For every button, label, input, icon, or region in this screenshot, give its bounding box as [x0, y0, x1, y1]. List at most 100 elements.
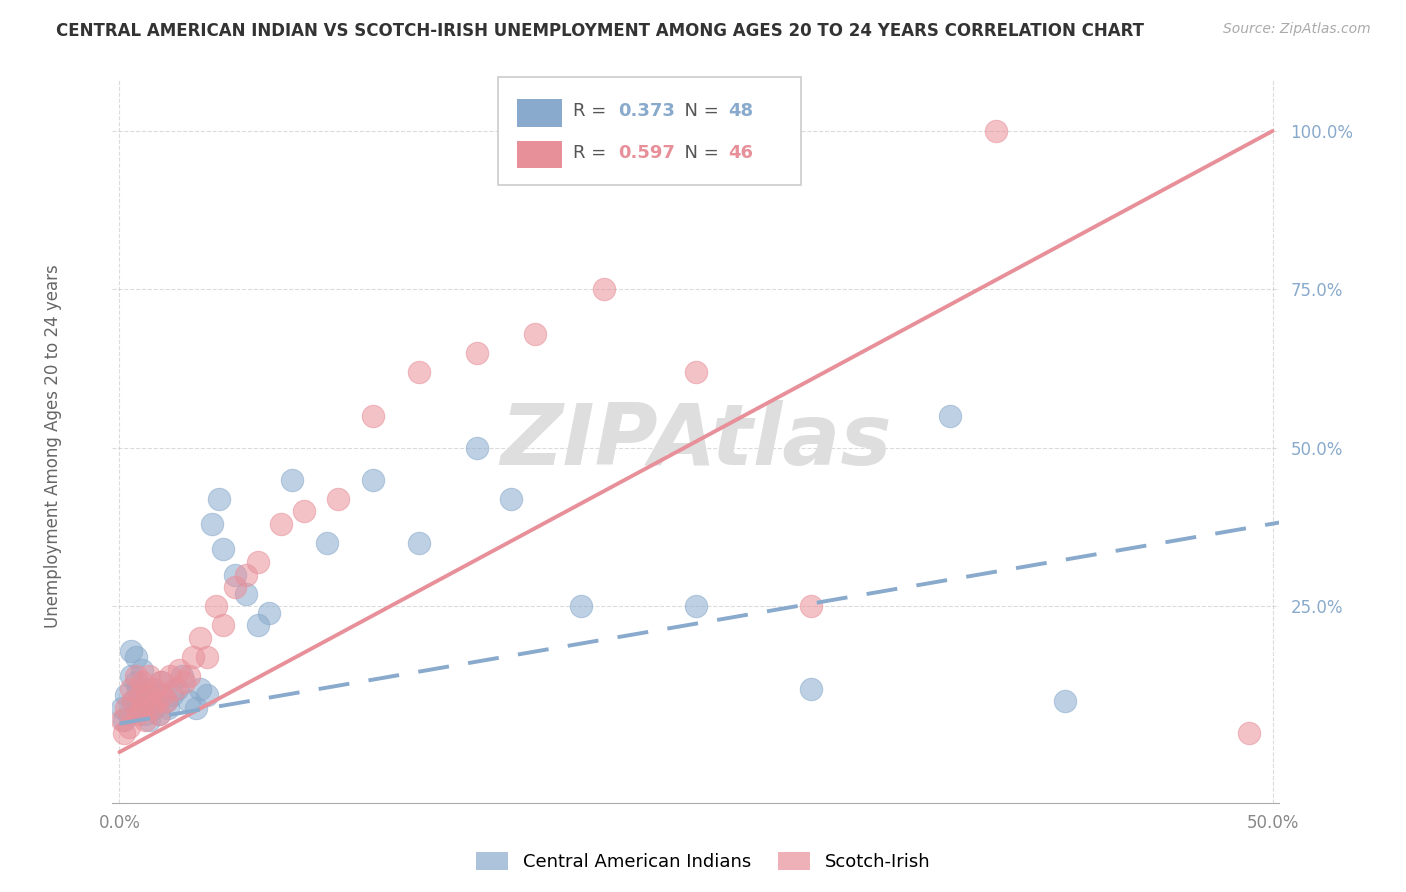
Point [127, 681, 149, 696]
Point [246, 555, 269, 569]
Point [984, 124, 1007, 138]
Text: 0.597: 0.597 [617, 144, 675, 161]
Point [523, 326, 546, 341]
Point [120, 669, 142, 683]
Point [328, 491, 350, 506]
Text: R =: R = [574, 102, 613, 120]
Point [138, 669, 160, 683]
Point [188, 631, 211, 645]
Point [408, 536, 430, 550]
Point [408, 365, 430, 379]
Point [195, 688, 218, 702]
Point [292, 504, 315, 518]
Bar [517, 99, 562, 127]
Point [207, 491, 229, 506]
Point [145, 688, 167, 702]
Point [112, 726, 135, 740]
Point [143, 700, 166, 714]
Point [316, 536, 339, 550]
Point [155, 694, 177, 708]
Text: 46: 46 [728, 144, 754, 161]
Point [111, 700, 134, 714]
Point [170, 669, 193, 683]
Point [592, 282, 614, 296]
Point [159, 669, 181, 683]
Point [145, 694, 167, 708]
Point [465, 441, 488, 455]
Point [117, 720, 139, 734]
Point [188, 681, 211, 696]
Point [124, 669, 146, 683]
Point [465, 346, 488, 360]
Point [136, 694, 159, 708]
Point [120, 643, 142, 657]
Point [361, 409, 384, 424]
Point [235, 567, 257, 582]
Point [122, 694, 145, 708]
Point [281, 473, 304, 487]
Point [205, 599, 228, 614]
Point [173, 675, 195, 690]
Point [177, 694, 200, 708]
Point [129, 700, 152, 714]
Point [143, 681, 166, 696]
Point [212, 618, 235, 632]
Point [124, 650, 146, 665]
Point [1239, 726, 1261, 740]
Point [120, 681, 142, 696]
Legend: Central American Indians, Scotch-Irish: Central American Indians, Scotch-Irish [468, 845, 938, 879]
Point [134, 714, 156, 728]
Point [131, 700, 153, 714]
Point [149, 675, 172, 690]
Point [184, 700, 207, 714]
Point [111, 714, 134, 728]
Point [195, 650, 218, 665]
Point [224, 580, 246, 594]
Point [136, 688, 159, 702]
Point [685, 599, 707, 614]
Text: N =: N = [672, 102, 724, 120]
Point [156, 700, 179, 714]
Point [1053, 694, 1076, 708]
Point [115, 688, 138, 702]
Point [148, 707, 170, 722]
Point [124, 675, 146, 690]
Point [166, 681, 188, 696]
Point [270, 516, 292, 531]
Point [685, 365, 707, 379]
Point [127, 707, 149, 722]
Point [138, 714, 160, 728]
Point [800, 599, 823, 614]
Point [131, 688, 153, 702]
Point [181, 650, 204, 665]
Point [134, 707, 156, 722]
Point [122, 694, 145, 708]
Text: N =: N = [672, 144, 724, 161]
Point [169, 663, 191, 677]
Point [800, 681, 823, 696]
Point [115, 700, 138, 714]
Point [177, 669, 200, 683]
Point [201, 516, 224, 531]
Point [141, 681, 163, 696]
Text: Unemployment Among Ages 20 to 24 years: Unemployment Among Ages 20 to 24 years [45, 264, 62, 628]
FancyBboxPatch shape [498, 77, 801, 185]
Text: CENTRAL AMERICAN INDIAN VS SCOTCH-IRISH UNEMPLOYMENT AMONG AGES 20 TO 24 YEARS C: CENTRAL AMERICAN INDIAN VS SCOTCH-IRISH … [56, 22, 1144, 40]
Point [259, 606, 281, 620]
Point [149, 675, 172, 690]
Point [131, 675, 153, 690]
Point [938, 409, 960, 424]
Point [152, 688, 174, 702]
Bar [517, 141, 562, 169]
Text: R =: R = [574, 144, 613, 161]
Point [162, 688, 184, 702]
Point [117, 707, 139, 722]
Point [163, 681, 186, 696]
Point [131, 663, 153, 677]
Point [129, 688, 152, 702]
Point [224, 567, 246, 582]
Point [246, 618, 269, 632]
Point [501, 491, 523, 506]
Point [148, 707, 170, 722]
Point [141, 700, 163, 714]
